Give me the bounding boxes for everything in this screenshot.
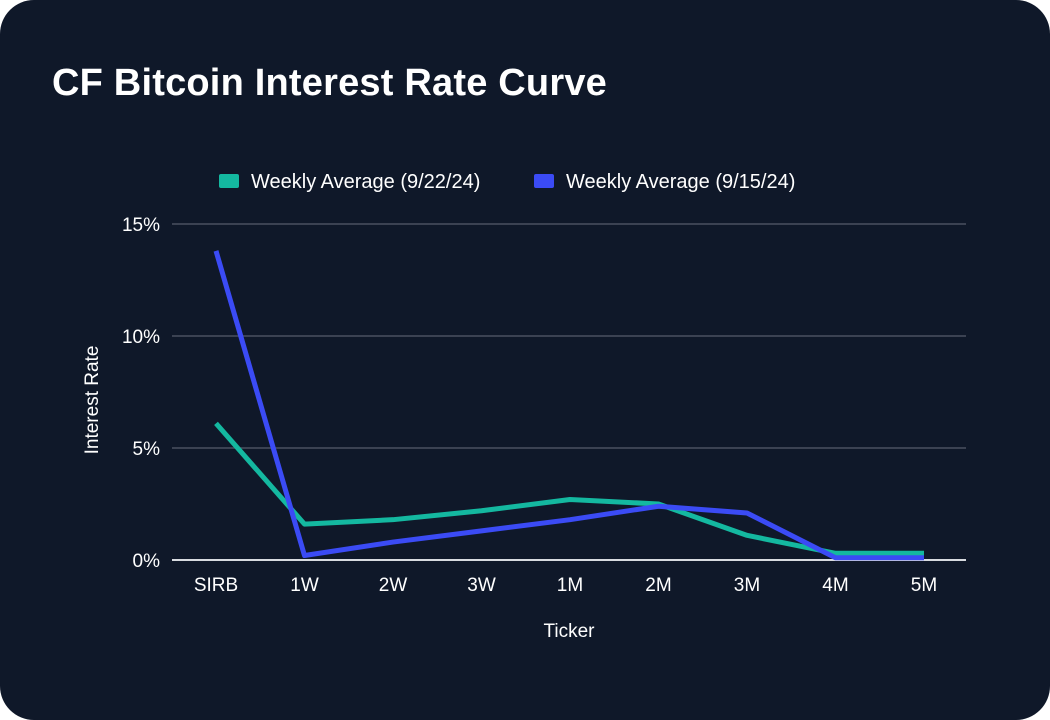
legend-swatch — [534, 174, 554, 188]
legend-label: Weekly Average (9/22/24) — [251, 171, 480, 193]
x-tick-label: 2M — [645, 575, 671, 596]
series-lines — [213, 250, 924, 561]
series-2 — [213, 250, 924, 561]
x-axis-ticks: SIRB 1W 2W 3W 1M 2M 3M 4M 5M — [194, 575, 937, 596]
x-tick-label: 3M — [734, 575, 760, 596]
series-line — [214, 421, 924, 556]
x-tick-label: SIRB — [194, 575, 238, 596]
x-tick-label: 4M — [822, 575, 848, 596]
series-line — [213, 250, 924, 561]
legend-label: Weekly Average (9/15/24) — [566, 171, 795, 193]
grid-lines — [172, 223, 966, 561]
series-1 — [214, 421, 924, 556]
chart-title: CF Bitcoin Interest Rate Curve — [52, 62, 607, 104]
legend-swatch — [219, 174, 239, 188]
x-tick-label: 2W — [379, 575, 408, 596]
x-tick-label: 1W — [290, 575, 319, 596]
x-tick-label: 3W — [467, 575, 496, 596]
y-axis-label: Interest Rate — [82, 346, 103, 455]
legend: Weekly Average (9/22/24) Weekly Average (… — [219, 171, 795, 193]
x-tick-label: 5M — [911, 575, 937, 596]
y-axis-ticks: 0% 5% 10% 15% — [122, 215, 160, 572]
y-tick-label: 10% — [122, 327, 160, 348]
y-tick-label: 5% — [133, 439, 161, 460]
y-tick-label: 15% — [122, 215, 160, 236]
y-tick-label: 0% — [133, 551, 161, 572]
x-axis-label: Ticker — [543, 621, 595, 642]
x-tick-label: 1M — [557, 575, 583, 596]
